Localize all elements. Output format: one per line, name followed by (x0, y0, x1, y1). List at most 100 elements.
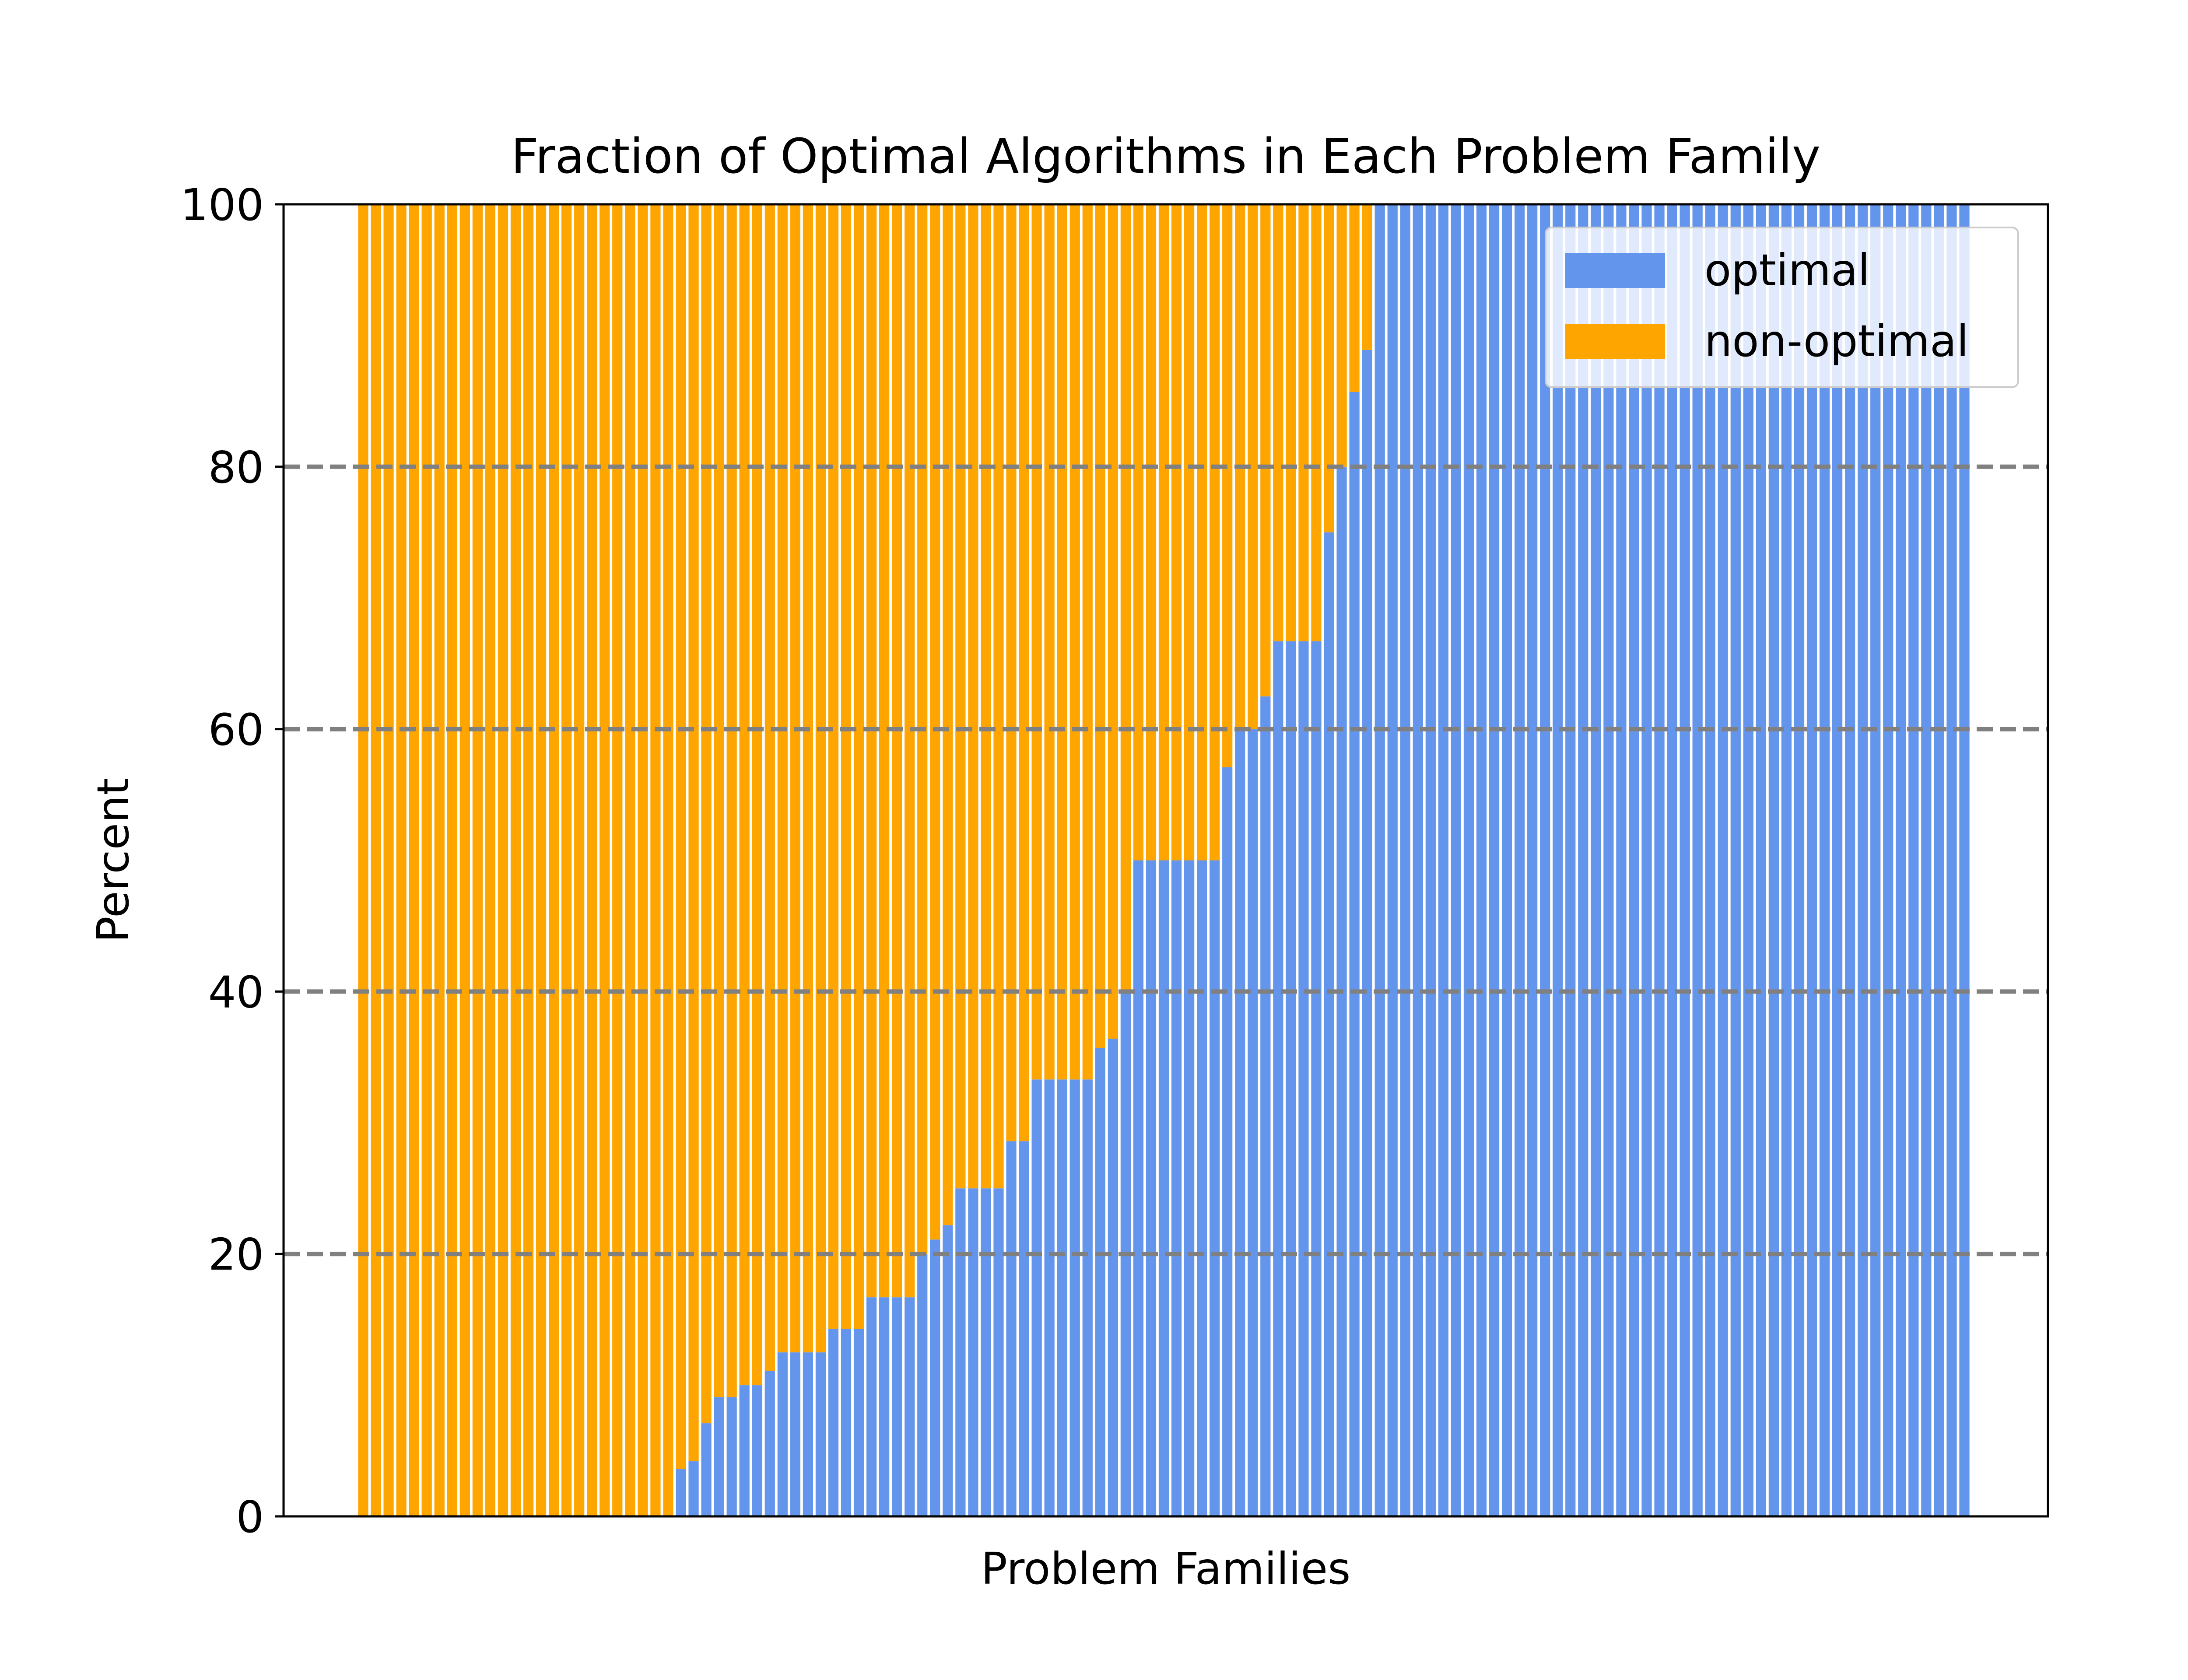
bar-optimal-44 (917, 1254, 928, 1516)
bar-optimal-109 (1743, 204, 1753, 1516)
bar-non-optimal-74 (1298, 204, 1309, 641)
bar-non-optimal-15 (548, 204, 559, 1516)
bar-optimal-52 (1019, 1141, 1029, 1516)
bar-optimal-31 (752, 1385, 762, 1516)
bar-non-optimal-41 (879, 204, 890, 1298)
bar-optimal-79 (1362, 350, 1372, 1517)
bar-non-optimal-67 (1210, 204, 1220, 861)
y-tick-label-40: 40 (208, 966, 264, 1018)
bar-optimal-29 (726, 1397, 737, 1516)
bar-non-optimal-38 (841, 204, 852, 1329)
bar-optimal-41 (879, 1297, 890, 1516)
bar-optimal-62 (1146, 860, 1157, 1516)
bar-non-optimal-36 (815, 204, 826, 1353)
bar-optimal-64 (1171, 860, 1182, 1516)
bar-non-optimal-57 (1082, 204, 1093, 1080)
bar-optimal-92 (1527, 204, 1538, 1516)
bar-optimal-108 (1730, 204, 1741, 1516)
bar-non-optimal-55 (1057, 204, 1067, 1080)
bar-optimal-117 (1845, 204, 1855, 1516)
bar-non-optimal-18 (587, 204, 597, 1516)
bars-group (358, 204, 1970, 1517)
bar-optimal-99 (1616, 204, 1627, 1516)
bar-non-optimal-10 (485, 204, 496, 1516)
bar-optimal-35 (803, 1352, 813, 1516)
bar-optimal-37 (828, 1329, 839, 1516)
bar-optimal-83 (1413, 204, 1423, 1516)
bar-optimal-90 (1501, 204, 1512, 1516)
bar-non-optimal-62 (1146, 204, 1157, 861)
bar-non-optimal-64 (1171, 204, 1182, 861)
bar-optimal-120 (1883, 204, 1893, 1516)
bar-optimal-91 (1514, 204, 1525, 1516)
bar-optimal-51 (1006, 1141, 1017, 1516)
bar-non-optimal-26 (688, 204, 699, 1462)
bar-optimal-70 (1248, 729, 1258, 1516)
bar-non-optimal-20 (612, 204, 623, 1516)
bar-non-optimal-58 (1095, 204, 1105, 1048)
bar-optimal-25 (676, 1469, 686, 1516)
bar-optimal-122 (1908, 204, 1919, 1516)
bar-non-optimal-21 (625, 204, 635, 1516)
bar-optimal-118 (1858, 204, 1868, 1516)
bar-non-optimal-65 (1184, 204, 1195, 861)
bar-optimal-104 (1680, 204, 1690, 1516)
bar-non-optimal-13 (523, 204, 534, 1516)
bar-optimal-84 (1425, 204, 1436, 1516)
bar-non-optimal-60 (1120, 204, 1131, 992)
bar-optimal-73 (1286, 641, 1296, 1516)
bar-optimal-106 (1705, 204, 1715, 1516)
bar-optimal-48 (968, 1188, 978, 1516)
bar-optimal-81 (1387, 204, 1398, 1516)
bar-optimal-26 (688, 1461, 699, 1516)
bar-non-optimal-72 (1273, 204, 1283, 641)
bar-optimal-65 (1184, 860, 1195, 1516)
legend: optimal non-optimal (1545, 227, 2019, 388)
bar-non-optimal-12 (510, 204, 521, 1516)
bar-optimal-54 (1044, 1079, 1055, 1516)
bar-optimal-112 (1781, 204, 1792, 1516)
bar-non-optimal-37 (828, 204, 839, 1329)
bar-optimal-125 (1946, 204, 1957, 1516)
bar-non-optimal-53 (1031, 204, 1042, 1080)
axes-frame (282, 203, 2049, 1518)
bar-optimal-114 (1806, 204, 1817, 1516)
bar-optimal-103 (1667, 204, 1677, 1516)
bar-optimal-45 (930, 1239, 940, 1516)
bar-non-optimal-24 (663, 204, 673, 1516)
bar-optimal-69 (1235, 729, 1245, 1516)
y-tick-label-80: 80 (208, 442, 264, 493)
bar-non-optimal-50 (993, 204, 1004, 1189)
bar-optimal-38 (841, 1329, 852, 1516)
bar-optimal-119 (1870, 204, 1881, 1516)
bar-non-optimal-51 (1006, 204, 1017, 1141)
bar-non-optimal-79 (1362, 204, 1372, 350)
bar-optimal-59 (1108, 1039, 1118, 1516)
bar-optimal-111 (1768, 204, 1779, 1516)
bar-non-optimal-59 (1108, 204, 1118, 1039)
bar-non-optimal-27 (701, 204, 712, 1424)
bar-optimal-82 (1400, 204, 1410, 1516)
grid-lines (284, 464, 2048, 1256)
bar-optimal-47 (955, 1188, 966, 1516)
bar-optimal-116 (1832, 204, 1843, 1516)
bar-non-optimal-39 (853, 204, 864, 1329)
bar-optimal-95 (1565, 204, 1576, 1516)
bar-optimal-50 (993, 1188, 1004, 1516)
bar-non-optimal-7 (447, 204, 457, 1516)
bar-optimal-121 (1896, 204, 1906, 1516)
bar-optimal-63 (1158, 860, 1169, 1516)
bar-optimal-46 (943, 1225, 953, 1516)
bar-optimal-36 (815, 1352, 826, 1516)
bar-non-optimal-31 (752, 204, 762, 1386)
bar-optimal-89 (1489, 204, 1500, 1516)
bar-optimal-115 (1819, 204, 1830, 1516)
bar-non-optimal-5 (421, 204, 432, 1516)
bar-optimal-76 (1324, 532, 1334, 1516)
bar-optimal-102 (1654, 204, 1665, 1516)
bar-non-optimal-77 (1336, 204, 1347, 467)
x-axis-label: Problem Families (981, 1543, 1351, 1594)
bar-non-optimal-54 (1044, 204, 1055, 1080)
bar-optimal-42 (892, 1297, 902, 1516)
